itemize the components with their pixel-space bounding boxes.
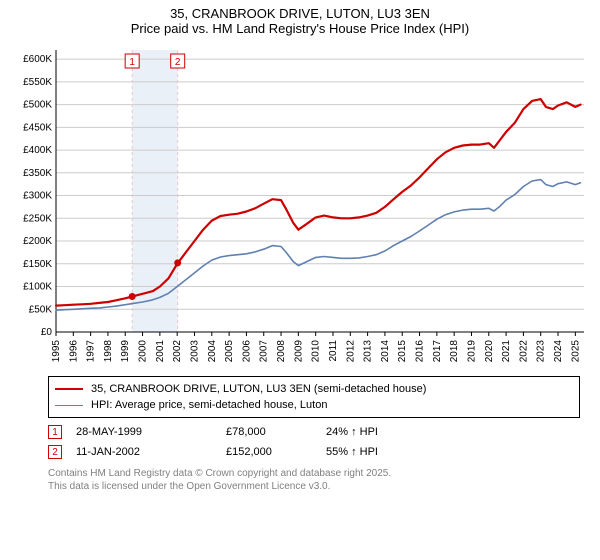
x-tick-label: 1995 <box>51 340 62 363</box>
y-tick-label: £550K <box>23 77 52 88</box>
footer: Contains HM Land Registry data © Crown c… <box>48 468 580 493</box>
x-tick-label: 2024 <box>553 340 564 363</box>
sale-marker-num: 1 <box>129 57 135 68</box>
x-tick-label: 1998 <box>103 340 114 363</box>
legend-swatch <box>55 388 83 390</box>
title-line-2: Price paid vs. HM Land Registry's House … <box>10 21 590 36</box>
sale-row-delta: 24% ↑ HPI <box>326 426 446 438</box>
y-tick-label: £250K <box>23 213 52 224</box>
y-tick-label: £400K <box>23 145 52 156</box>
y-tick-label: £50K <box>29 304 53 315</box>
x-tick-label: 2011 <box>328 340 339 362</box>
x-tick-label: 2019 <box>466 340 477 363</box>
chart-area: £0 £50K £100K £150K £200K £250K £300K £350K £400… <box>8 42 592 372</box>
y-tick-label: £450K <box>23 122 52 133</box>
x-tick-label: 2005 <box>224 340 235 363</box>
x-tick-label: 2017 <box>432 340 443 363</box>
sale-marker-num: 2 <box>175 57 181 68</box>
x-tick-label: 2007 <box>259 340 270 363</box>
x-tick-label: 2004 <box>207 340 218 363</box>
y-tick-label: £0 <box>41 327 53 338</box>
title-line-1: 35, CRANBROOK DRIVE, LUTON, LU3 3EN <box>10 6 590 21</box>
x-tick-label: 2022 <box>518 340 529 363</box>
sale-row: 2 11-JAN-2002£152,00055% ↑ HPI <box>48 442 580 462</box>
legend-row: 35, CRANBROOK DRIVE, LUTON, LU3 3EN (sem… <box>55 381 573 397</box>
y-tick-label: £500K <box>23 100 52 111</box>
legend-label: HPI: Average price, semi-detached house,… <box>91 399 327 411</box>
y-tick-label: £100K <box>23 282 52 293</box>
x-tick-label: 2021 <box>501 340 512 363</box>
legend: 35, CRANBROOK DRIVE, LUTON, LU3 3EN (sem… <box>48 376 580 418</box>
line-chart-svg: £0 £50K £100K £150K £200K £250K £300K £350K £400… <box>8 42 592 372</box>
sale-row-marker: 2 <box>48 445 62 459</box>
x-tick-label: 2009 <box>293 340 304 363</box>
x-tick-label: 2020 <box>484 340 495 363</box>
x-tick-label: 2002 <box>172 340 183 363</box>
x-tick-label: 1997 <box>86 340 97 363</box>
sale-row: 1 28-MAY-1999£78,00024% ↑ HPI <box>48 422 580 442</box>
x-tick-label: 2015 <box>397 340 408 363</box>
x-tick-label: 2016 <box>415 340 426 363</box>
footer-line-2: This data is licensed under the Open Gov… <box>48 481 580 494</box>
sale-row-price: £78,000 <box>226 426 326 438</box>
x-tick-label: 2018 <box>449 340 460 363</box>
title-block: 35, CRANBROOK DRIVE, LUTON, LU3 3EN Pric… <box>0 0 600 38</box>
x-tick-label: 2000 <box>138 340 149 363</box>
sale-dot <box>129 293 136 300</box>
sales-table: 1 28-MAY-1999£78,00024% ↑ HPI 2 11-JAN-2002… <box>48 422 580 462</box>
x-tick-label: 1996 <box>68 340 79 363</box>
x-tick-label: 2001 <box>155 340 166 363</box>
sale-row-marker: 1 <box>48 425 62 439</box>
x-tick-label: 2014 <box>380 340 391 363</box>
y-tick-label: £150K <box>23 259 52 270</box>
x-tick-label: 2006 <box>241 340 252 363</box>
x-tick-label: 2003 <box>189 340 200 363</box>
legend-label: 35, CRANBROOK DRIVE, LUTON, LU3 3EN (sem… <box>91 383 426 395</box>
x-tick-label: 2010 <box>311 340 322 363</box>
sale-dot <box>174 259 181 266</box>
legend-swatch <box>55 405 83 406</box>
sale-row-price: £152,000 <box>226 446 326 458</box>
sale-row-delta: 55% ↑ HPI <box>326 446 446 458</box>
y-tick-label: £350K <box>23 168 52 179</box>
sale-row-date: 11-JAN-2002 <box>76 446 226 458</box>
chart-container: 35, CRANBROOK DRIVE, LUTON, LU3 3EN Pric… <box>0 0 600 560</box>
x-tick-label: 2025 <box>570 340 581 363</box>
y-tick-label: £300K <box>23 191 52 202</box>
x-tick-label: 2023 <box>536 340 547 363</box>
x-tick-label: 2012 <box>345 340 356 363</box>
y-tick-label: £600K <box>23 54 52 65</box>
y-tick-label: £200K <box>23 236 52 247</box>
sale-row-date: 28-MAY-1999 <box>76 426 226 438</box>
x-tick-label: 2013 <box>363 340 374 363</box>
x-tick-label: 2008 <box>276 340 287 363</box>
x-tick-label: 1999 <box>120 340 131 363</box>
legend-row: HPI: Average price, semi-detached house,… <box>55 397 573 413</box>
footer-line-1: Contains HM Land Registry data © Crown c… <box>48 468 580 481</box>
